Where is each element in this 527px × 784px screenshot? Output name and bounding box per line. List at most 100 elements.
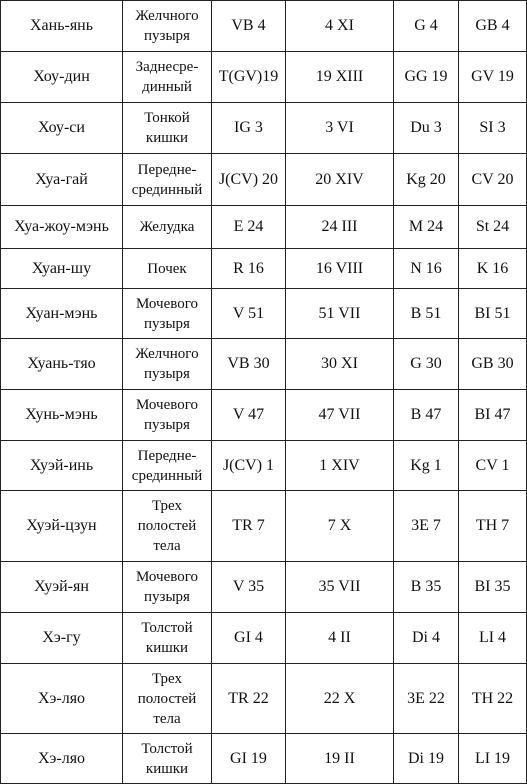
table-cell: 4 XI [285,0,394,52]
table-cell: Хоу-дин [0,51,123,103]
table-cell: BI 51 [458,288,527,339]
table-cell: K 16 [458,248,527,289]
table-cell: TH 22 [458,663,527,734]
table-row: Хунь-мэнь Мочевого пузыря V 47 47 VII B 47 BI… [0,389,527,441]
table-cell: Хуа-жоу-мэнь [0,205,123,249]
table-cell: Передне- срединный [122,440,212,491]
table-cell: Тонкой кишки [122,102,212,154]
table-cell: 4 II [285,612,394,664]
table-cell: CV 1 [458,440,527,491]
table-row: Хуан-шу Почек R 16 16 VIII N 16 K 16 [0,248,527,289]
table-cell: Хэ-ляо [0,663,123,734]
table-cell: St 24 [458,205,527,249]
table-cell: Мочевого пузыря [122,288,212,339]
table-row: Хуа-жоу-мэнь Желудка E 24 24 III M 24 St 24 [0,205,527,249]
table-cell: V 47 [211,389,286,441]
table-cell: 47 VII [285,389,394,441]
table-cell: Хэ-ляо [0,733,123,784]
table-cell: CV 20 [458,153,527,206]
table-cell: 20 XIV [285,153,394,206]
table-cell: GI 19 [211,733,286,784]
table-cell: Хэ-гу [0,612,123,664]
table-row: Хуа-гай Передне- срединный J(CV) 20 20 XIV K… [0,153,527,206]
table-cell: 19 XIII [285,51,394,103]
table-cell: GI 4 [211,612,286,664]
table-cell: Трех полостей тела [122,663,212,734]
table-cell: Хуэй-ян [0,561,123,613]
table-cell: Хунь-мэнь [0,389,123,441]
table-cell: B 47 [393,389,459,441]
table-cell: M 24 [393,205,459,249]
table-cell: VB 30 [211,338,286,390]
table-cell: SI 3 [458,102,527,154]
table-cell: V 35 [211,561,286,613]
table-cell: Мочевого пузыря [122,389,212,441]
table-cell: 19 II [285,733,394,784]
table-cell: TR 7 [211,490,286,562]
table-cell: Kg 1 [393,440,459,491]
table-cell: TR 22 [211,663,286,734]
table-cell: G 30 [393,338,459,390]
table-cell: N 16 [393,248,459,289]
table-cell: Заднесре- динный [122,51,212,103]
table-cell: GB 30 [458,338,527,390]
table-cell: Хуан-мэнь [0,288,123,339]
table-cell: G 4 [393,0,459,52]
table-cell: Желудка [122,205,212,249]
table-cell: Мочевого пузыря [122,561,212,613]
table-cell: LI 4 [458,612,527,664]
table-cell: Желчного пузыря [122,0,212,52]
table-cell: TH 7 [458,490,527,562]
table-cell: 7 X [285,490,394,562]
table-cell: Хань-янь [0,0,123,52]
table-cell: R 16 [211,248,286,289]
table-cell: VB 4 [211,0,286,52]
table-cell: Хуэй-цзун [0,490,123,562]
table-cell: LI 19 [458,733,527,784]
table-cell: J(CV) 1 [211,440,286,491]
table-cell: Хоу-си [0,102,123,154]
table-cell: 1 XIV [285,440,394,491]
table-row: Хуань-тяо Желчного пузыря VB 30 30 XI G 30 GB… [0,338,527,390]
table-cell: 35 VII [285,561,394,613]
table-cell: Di 19 [393,733,459,784]
table-row: Хэ-ляо Трех полостей тела TR 22 22 X 3E 22 TH… [0,663,527,734]
table-cell: GG 19 [393,51,459,103]
table-cell: 3E 7 [393,490,459,562]
table-row: Хэ-ляо Толстой кишки GI 19 19 II Di 19 LI 19 [0,733,527,784]
table-cell: Di 4 [393,612,459,664]
table-cell: GB 4 [458,0,527,52]
table-cell: 16 VIII [285,248,394,289]
table-row: Хуэй-ян Мочевого пузыря V 35 35 VII B 35 BI 3… [0,561,527,613]
table-cell: Kg 20 [393,153,459,206]
table-row: Хоу-дин Заднесре- динный T(GV)19 19 XIII GG … [0,51,527,103]
table-cell: Толстой кишки [122,612,212,664]
table-cell: Толстой кишки [122,733,212,784]
table-cell: GV 19 [458,51,527,103]
table-cell: 3 VI [285,102,394,154]
table-cell: E 24 [211,205,286,249]
table-cell: 22 X [285,663,394,734]
table-cell: Почек [122,248,212,289]
table-cell: Хуан-шу [0,248,123,289]
table-cell: Передне- срединный [122,153,212,206]
table-cell: 30 XI [285,338,394,390]
table-cell: T(GV)19 [211,51,286,103]
table-cell: Трех полостей тела [122,490,212,562]
table-cell: Хуэй-инь [0,440,123,491]
table-cell: Хуа-гай [0,153,123,206]
table-cell: V 51 [211,288,286,339]
table-cell: 3E 22 [393,663,459,734]
table-cell: Желчного пузыря [122,338,212,390]
table-cell: J(CV) 20 [211,153,286,206]
table-cell: Хуань-тяо [0,338,123,390]
table-cell: BI 47 [458,389,527,441]
